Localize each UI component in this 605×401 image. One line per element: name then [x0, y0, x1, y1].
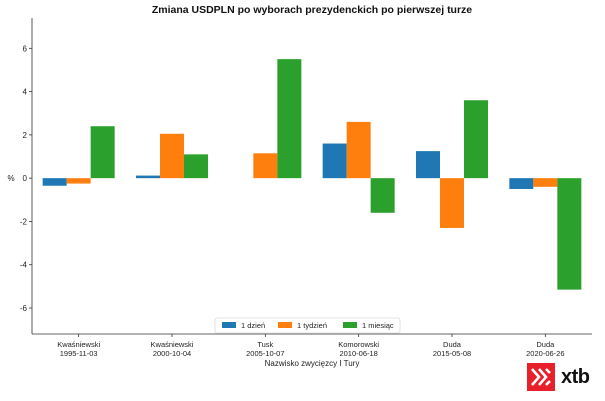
- legend-label: 1 dzień: [241, 321, 265, 330]
- legend-swatch: [222, 322, 236, 328]
- bar: [370, 178, 395, 213]
- bar: [464, 100, 488, 179]
- bar: [416, 151, 440, 179]
- bar: [509, 178, 534, 189]
- bar: [557, 178, 582, 290]
- bar: [66, 178, 91, 184]
- y-tick-label: -4: [20, 261, 28, 270]
- chart-title: Zmiana USDPLN po wyborach prezydenckich …: [152, 4, 472, 16]
- bar: [160, 133, 184, 179]
- bar: [533, 178, 558, 187]
- legend: 1 dzień 1 tydzień 1 miesiąc: [214, 317, 401, 334]
- bar: [253, 153, 278, 179]
- xtb-logo: xtb: [527, 362, 590, 392]
- y-tick-label: 0: [23, 174, 28, 183]
- bar: [184, 154, 208, 179]
- bar: [440, 178, 464, 228]
- bar: [277, 59, 302, 179]
- legend-frame: [214, 317, 401, 334]
- y-ticks: -6 -4 -2 0 2 4 6: [20, 44, 32, 313]
- y-tick-label: -2: [20, 217, 28, 226]
- legend-label: 1 miesiąc: [362, 321, 394, 330]
- x-ticks: Kwaśniewski1995-11-03Kwaśniewski2000-10-…: [57, 334, 565, 358]
- xtb-logo-mark-icon: [527, 363, 555, 391]
- y-tick-label: 2: [23, 131, 28, 140]
- x-tick-label: Duda: [536, 340, 555, 349]
- x-tick-label: Kwaśniewski: [57, 340, 100, 349]
- x-tick-date: 2000-10-04: [153, 349, 191, 358]
- axes: [31, 18, 592, 335]
- y-tick-label: 4: [23, 88, 28, 97]
- bar: [322, 143, 347, 179]
- x-tick-label: Kwaśniewski: [151, 340, 194, 349]
- x-tick-date: 2010-06-18: [339, 349, 377, 358]
- x-tick-date: 2005-10-07: [246, 349, 284, 358]
- legend-swatch: [278, 322, 292, 328]
- bar: [346, 121, 371, 179]
- legend-swatch: [343, 322, 357, 328]
- legend-label: 1 tydzień: [297, 321, 327, 330]
- xtb-logo-text: xtb: [561, 365, 590, 388]
- y-axis-label: %: [7, 174, 14, 183]
- x-tick-date: 2020-06-26: [526, 349, 564, 358]
- y-tick-label: 6: [23, 44, 28, 53]
- x-tick-date: 1995-11-03: [60, 349, 98, 358]
- bars: [42, 59, 582, 290]
- x-tick-label: Komorowski: [338, 340, 379, 349]
- x-axis-label: Nazwisko zwycięzcy I Tury: [265, 359, 360, 368]
- x-tick-label: Tusk: [257, 340, 273, 349]
- bar: [42, 178, 67, 186]
- x-tick-label: Duda: [443, 340, 462, 349]
- bar: [90, 126, 115, 179]
- x-tick-date: 2015-05-08: [433, 349, 471, 358]
- bar: [136, 175, 160, 179]
- y-tick-label: -6: [20, 304, 28, 313]
